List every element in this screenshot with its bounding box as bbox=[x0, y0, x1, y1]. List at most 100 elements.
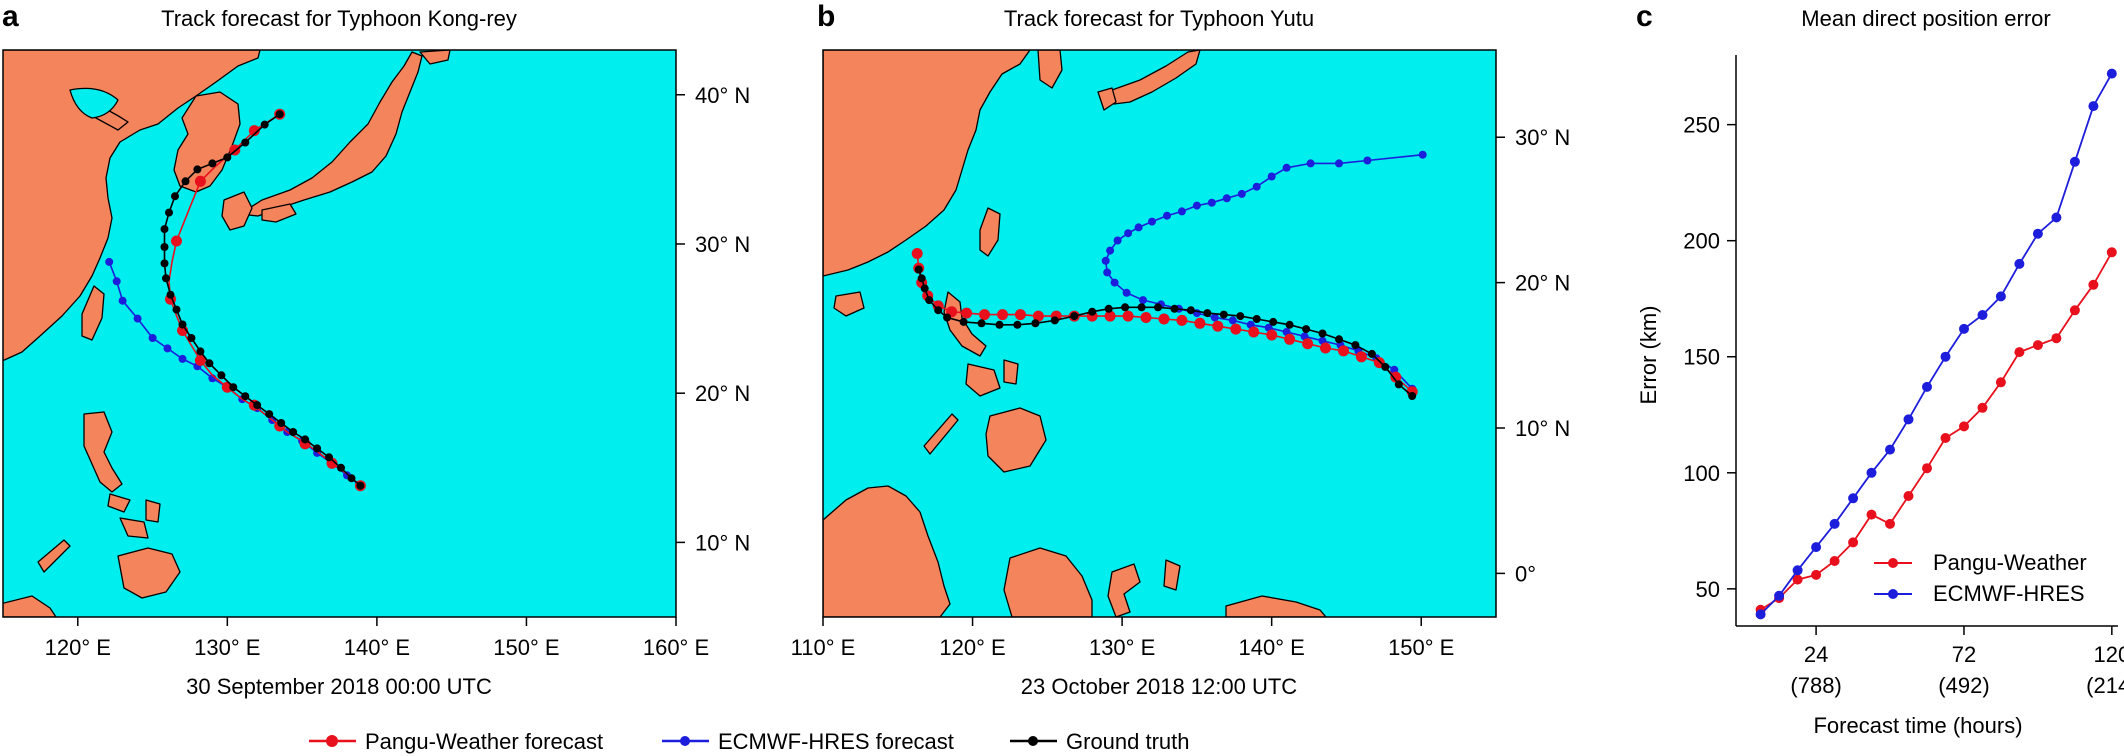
track-point-b-pangu-15 bbox=[1140, 312, 1152, 323]
track-point-a-truth-6 bbox=[289, 428, 298, 436]
land-palawan-b bbox=[923, 413, 959, 455]
track-point-a-truth-22 bbox=[160, 225, 169, 234]
tracks-group-b bbox=[911, 150, 1427, 400]
track-point-b-truth-33 bbox=[914, 265, 923, 274]
y-tick-label-a-3: 40° N bbox=[695, 83, 750, 108]
track-point-b-truth-13 bbox=[1203, 309, 1212, 318]
y-tick-label-c-4: 250 bbox=[1683, 113, 1720, 138]
track-point-a-truth-21 bbox=[160, 243, 169, 251]
track-point-b-pangu-13 bbox=[1176, 314, 1188, 326]
track-point-a-truth-9 bbox=[253, 401, 262, 410]
landmass-group-a bbox=[3, 50, 451, 617]
track-point-a-pangu-10 bbox=[194, 175, 206, 187]
series-point-c-ecmwf-10 bbox=[1940, 351, 1951, 362]
track-point-b-truth-5 bbox=[1335, 335, 1343, 344]
track-point-a-truth-18 bbox=[166, 290, 175, 299]
land-samar-b bbox=[1003, 359, 1019, 385]
track-point-b-pangu-16 bbox=[1122, 310, 1134, 322]
series-point-c-pangu-16 bbox=[2051, 333, 2062, 344]
series-point-c-pangu-15 bbox=[2032, 340, 2043, 351]
error-plot-panel-c: 50 100 150 200 250 24 (788) 72 (492) 120 (214) Err… bbox=[1636, 55, 2124, 738]
track-point-a-truth-25 bbox=[181, 177, 190, 186]
series-point-c-ecmwf-19 bbox=[2106, 68, 2117, 79]
track-point-a-truth-0 bbox=[356, 481, 365, 490]
track-point-b-ecmwf-11 bbox=[1210, 313, 1219, 322]
legend-panel-c: Pangu-Weather ECMWF-HRES bbox=[1874, 550, 2087, 606]
track-point-b-ecmwf-10 bbox=[1228, 316, 1237, 325]
track-point-b-pangu-31 bbox=[911, 248, 923, 259]
series-point-c-pangu-13 bbox=[1995, 377, 2006, 388]
track-point-b-ecmwf-35 bbox=[1335, 159, 1343, 168]
map-frame-b bbox=[822, 49, 1497, 618]
track-point-b-truth-10 bbox=[1252, 315, 1261, 323]
x-tick-sublabel-c-2: (214) bbox=[2086, 673, 2124, 698]
track-point-b-truth-9 bbox=[1269, 317, 1278, 326]
track-point-b-truth-26 bbox=[977, 319, 986, 328]
series-point-c-pangu-6 bbox=[1866, 509, 1877, 520]
track-point-a-truth-3 bbox=[325, 453, 333, 462]
track-point-a-truth-28 bbox=[223, 153, 232, 162]
y-tick-label-a-2: 30° N bbox=[695, 232, 750, 257]
track-point-a-truth-17 bbox=[172, 305, 181, 314]
land-mindanao bbox=[117, 547, 181, 599]
series-point-c-pangu-3 bbox=[1811, 569, 1822, 580]
track-point-a-truth-14 bbox=[196, 347, 205, 356]
track-point-b-pangu-4 bbox=[1338, 345, 1349, 357]
track-point-a-truth-31 bbox=[275, 110, 284, 119]
series-point-c-ecmwf-0 bbox=[1755, 609, 1766, 620]
track-point-b-truth-29 bbox=[934, 306, 943, 315]
track-point-a-truth-29 bbox=[241, 138, 250, 147]
track-point-b-pangu-14 bbox=[1158, 313, 1170, 325]
track-point-b-pangu-7 bbox=[1284, 333, 1296, 345]
series-point-c-ecmwf-7 bbox=[1885, 444, 1895, 455]
land-sulawesi bbox=[1107, 563, 1141, 617]
track-point-a-truth-16 bbox=[178, 320, 187, 329]
x-tick-sublabel-c-0: (788) bbox=[1790, 673, 1841, 698]
track-point-b-ecmwf-32 bbox=[1267, 172, 1276, 181]
map-panel-b: 110° E 120° E 130° E 140° E 150° E 0° 10° N 20°… bbox=[791, 49, 1570, 660]
land-bohai-cutout bbox=[69, 87, 119, 119]
legend-c-pangu-label: Pangu-Weather bbox=[1933, 550, 2087, 575]
track-point-b-truth-16 bbox=[1154, 303, 1162, 312]
track-point-b-ecmwf-19 bbox=[1101, 256, 1110, 265]
y-tick-label-b-2: 20° N bbox=[1515, 271, 1570, 296]
track-point-a-truth-7 bbox=[277, 419, 286, 427]
x-tick-label-b-4: 150° E bbox=[1388, 635, 1454, 660]
track-point-a-truth-15 bbox=[187, 334, 196, 342]
series-point-c-ecmwf-18 bbox=[2088, 101, 2099, 112]
series-point-c-ecmwf-14 bbox=[2014, 258, 2025, 269]
land-japan-kyushu-b bbox=[1097, 87, 1117, 111]
legend-c-pangu-marker bbox=[1888, 558, 1898, 568]
track-point-a-truth-26 bbox=[193, 165, 202, 174]
track-point-b-pangu-21 bbox=[1032, 310, 1044, 322]
track-point-b-ecmwf-15 bbox=[1139, 296, 1147, 305]
track-point-b-truth-7 bbox=[1302, 325, 1311, 334]
track-point-b-truth-23 bbox=[1031, 319, 1040, 328]
series-point-c-ecmwf-13 bbox=[1995, 291, 2006, 302]
x-tick-label-b-3: 140° E bbox=[1239, 635, 1305, 660]
series-point-c-ecmwf-4 bbox=[1829, 518, 1840, 529]
track-point-b-ecmwf-16 bbox=[1122, 288, 1131, 297]
series-point-c-pangu-4 bbox=[1829, 556, 1840, 566]
series-point-c-pangu-8 bbox=[1903, 491, 1914, 501]
y-tick-label-b-3: 30° N bbox=[1515, 125, 1570, 150]
track-point-b-truth-18 bbox=[1121, 303, 1130, 312]
track-point-b-ecmwf-31 bbox=[1252, 182, 1261, 191]
track-point-b-truth-4 bbox=[1351, 341, 1360, 350]
track-point-b-ecmwf-18 bbox=[1103, 268, 1112, 277]
track-point-b-ecmwf-21 bbox=[1113, 236, 1122, 245]
y-tick-label-a-1: 20° N bbox=[695, 381, 750, 406]
land-korea bbox=[173, 91, 241, 193]
land-borneo-b bbox=[1003, 547, 1093, 617]
legend-c-ecmwf-label: ECMWF-HRES bbox=[1933, 581, 2085, 606]
series-line-c-ecmwf bbox=[1759, 73, 2113, 616]
series-point-c-ecmwf-8 bbox=[1903, 414, 1914, 425]
x-tick-sublabel-c-1: (492) bbox=[1938, 673, 1989, 698]
track-point-b-ecmwf-20 bbox=[1106, 246, 1115, 255]
track-point-a-truth-8 bbox=[265, 410, 274, 419]
land-japan-b bbox=[1111, 50, 1201, 105]
track-point-a-truth-1 bbox=[347, 474, 356, 483]
track-point-b-ecmwf-28 bbox=[1207, 198, 1216, 207]
series-point-c-pangu-14 bbox=[2014, 347, 2025, 358]
